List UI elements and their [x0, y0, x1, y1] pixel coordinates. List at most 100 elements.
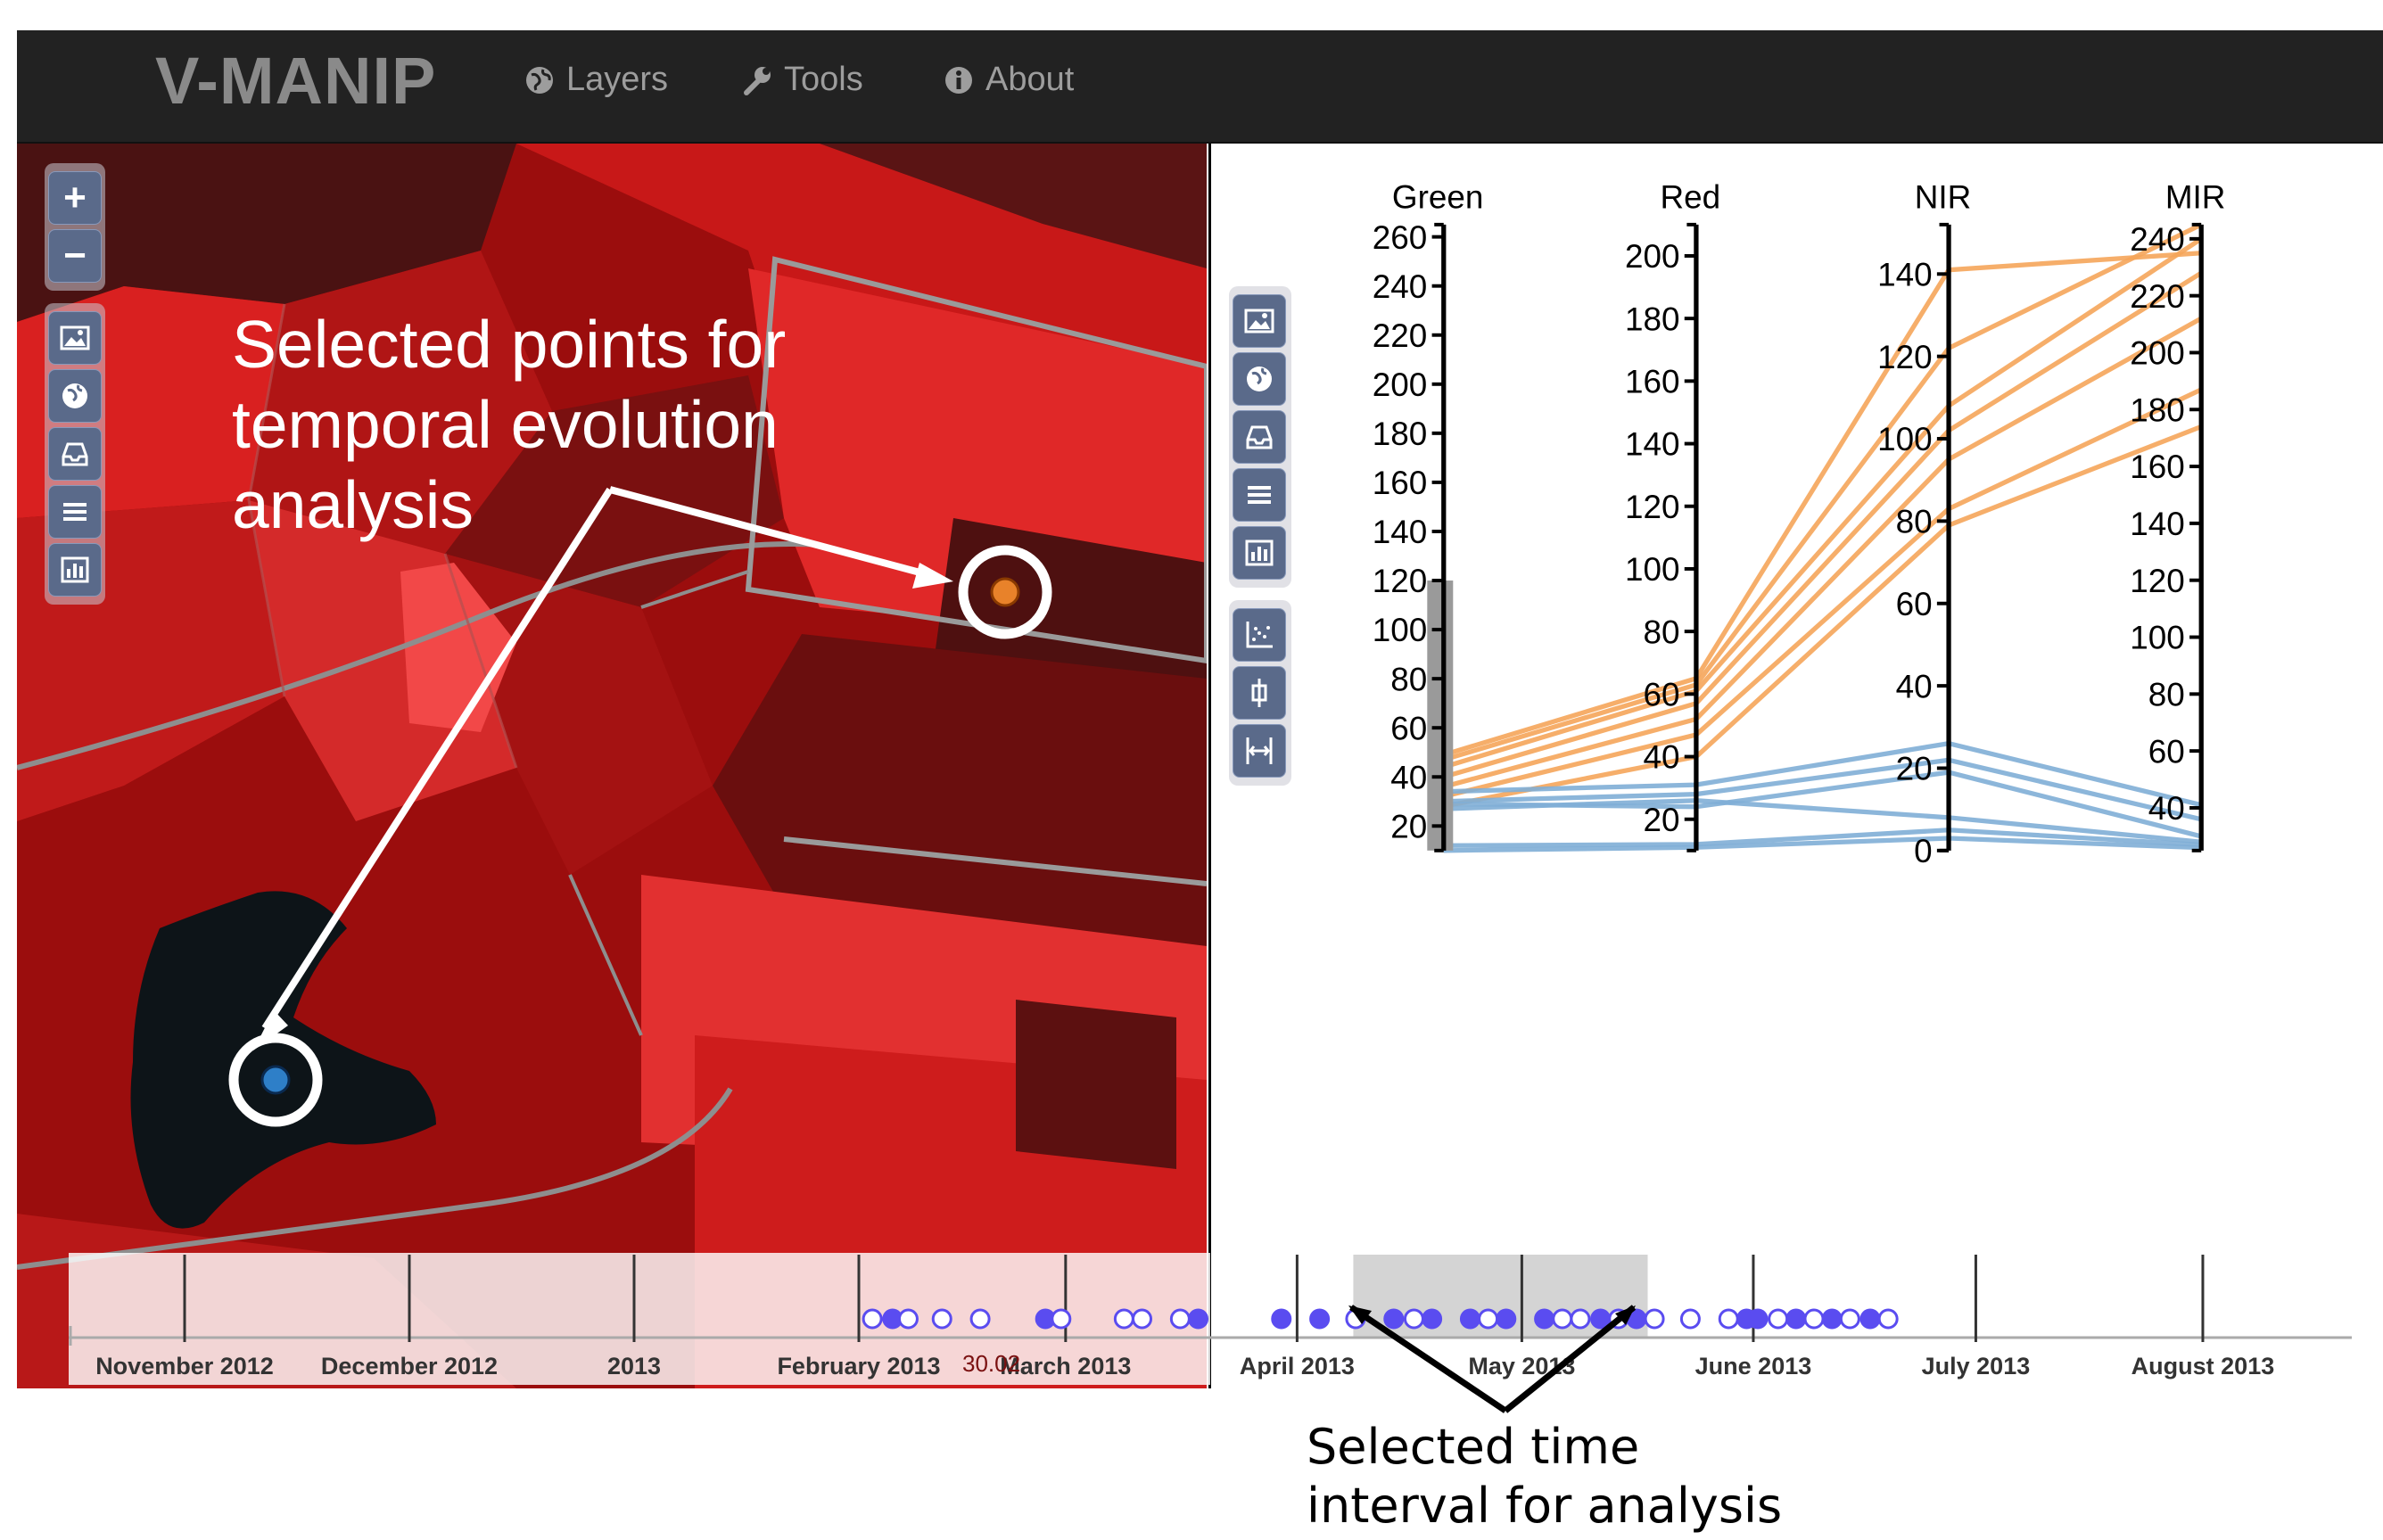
- tick-label: 140: [1877, 256, 1933, 292]
- pc-line-orange-6: [1443, 424, 2203, 809]
- axis-title-nir[interactable]: NIR: [1915, 178, 1971, 215]
- timeline-point[interactable]: [1747, 1308, 1769, 1330]
- tick-label: 240: [2130, 221, 2185, 258]
- timeline-point[interactable]: [1768, 1308, 1789, 1330]
- axis-resize-button[interactable]: [1233, 724, 1286, 778]
- pc-line-blue-12: [1443, 836, 2202, 853]
- timeline-point[interactable]: [1785, 1308, 1807, 1330]
- tick-label: 200: [2130, 335, 2185, 372]
- chart-layer-button[interactable]: [48, 543, 102, 597]
- chart-image-button[interactable]: [1233, 294, 1286, 348]
- tick-label: 240: [1373, 268, 1428, 305]
- chart-mode-group: [1229, 600, 1291, 786]
- timeline-point[interactable]: [1626, 1308, 1647, 1330]
- brush-mode-button[interactable]: [1233, 666, 1286, 720]
- timeline-point[interactable]: [1644, 1308, 1665, 1330]
- timeline[interactable]: November 2012 December 2012 2013 February 2…: [69, 1221, 2383, 1388]
- nav-about[interactable]: About: [943, 61, 1074, 99]
- timeline-point[interactable]: [897, 1308, 919, 1330]
- timeline-point[interactable]: [1478, 1308, 1499, 1330]
- list-icon: [63, 503, 87, 521]
- chart-list-button[interactable]: [1233, 468, 1286, 522]
- timeline-point[interactable]: [1383, 1308, 1405, 1330]
- timeline-point[interactable]: [1552, 1308, 1573, 1330]
- timeline-point[interactable]: [1132, 1308, 1153, 1330]
- satellite-map[interactable]: Selected points for temporal evolution a…: [17, 144, 1207, 1388]
- tick-label: 140: [1373, 514, 1428, 550]
- globe-layer-button[interactable]: [48, 369, 102, 423]
- timeline-point[interactable]: [1590, 1308, 1612, 1330]
- tick-label: 200: [1373, 366, 1428, 403]
- app-brand[interactable]: V-MANIP: [155, 44, 437, 118]
- timeline-point[interactable]: [1113, 1308, 1134, 1330]
- pc-line-orange-2: [1443, 236, 2203, 770]
- tick-label: 20: [1896, 751, 1933, 787]
- pc-line-orange-5: [1443, 387, 2203, 799]
- scatter-mode-button[interactable]: [1233, 608, 1286, 662]
- nav-layers-label: Layers: [566, 61, 669, 98]
- timeline-point[interactable]: [1271, 1308, 1292, 1330]
- nav-tools[interactable]: Tools: [741, 61, 863, 99]
- timeline-point[interactable]: [1309, 1308, 1331, 1330]
- image-layer-button[interactable]: [48, 311, 102, 365]
- info-icon: [945, 66, 972, 94]
- timeline-point[interactable]: [1345, 1308, 1366, 1330]
- selected-point-blue-ring: [228, 1033, 323, 1127]
- chart-bars-button[interactable]: [1233, 526, 1286, 580]
- annotation-selected-points: Selected points for temporal evolution a…: [232, 307, 787, 542]
- tick-label: 120: [2130, 563, 2185, 599]
- parallel-coordinates-chart[interactable]: Green20406080100120140160180200220240260…: [1211, 144, 2383, 1388]
- timeline-point[interactable]: [1403, 1308, 1424, 1330]
- timeline-point[interactable]: [969, 1308, 991, 1330]
- axis-title-red[interactable]: Red: [1661, 178, 1721, 215]
- timeline-point[interactable]: [1608, 1308, 1629, 1330]
- pc-line-blue-8: [1443, 757, 2202, 822]
- timeline-point[interactable]: [1718, 1308, 1739, 1330]
- app-window: V-MANIP Layers Tools About: [17, 30, 2383, 1388]
- pc-line-orange-4: [1443, 316, 2203, 789]
- axis-title-mir[interactable]: MIR: [2165, 178, 2226, 215]
- timeline-point[interactable]: [1051, 1308, 1072, 1330]
- tick-label: 20: [1643, 802, 1679, 838]
- tick-label: 100: [1877, 421, 1933, 457]
- timeline-point[interactable]: [1803, 1308, 1825, 1330]
- green-axis-brush[interactable]: [1427, 581, 1454, 851]
- chart-globe-button[interactable]: [1233, 352, 1286, 406]
- timeline-point[interactable]: [1188, 1308, 1209, 1330]
- timeline-point[interactable]: [1877, 1308, 1899, 1330]
- tick-label: 140: [1625, 426, 1680, 463]
- timeline-point[interactable]: [1459, 1308, 1480, 1330]
- tick-label: 40: [1390, 759, 1427, 795]
- zoom-out-button[interactable]: −: [48, 229, 102, 283]
- timeline-point[interactable]: [1859, 1308, 1881, 1330]
- inbox-layer-button[interactable]: [48, 427, 102, 481]
- tick-label: 80: [1643, 614, 1679, 650]
- timeline-point[interactable]: [1496, 1308, 1517, 1330]
- timeline-point[interactable]: [931, 1308, 952, 1330]
- zoom-in-button[interactable]: +: [48, 171, 102, 225]
- chart-inbox-button[interactable]: [1233, 410, 1286, 464]
- image-icon: [60, 325, 90, 350]
- pc-line-orange-3: [1443, 270, 2203, 779]
- timeline-point[interactable]: [1422, 1308, 1443, 1330]
- timeline-point[interactable]: [1839, 1308, 1860, 1330]
- axis-title-green[interactable]: Green: [1392, 178, 1483, 215]
- nav-layers[interactable]: Layers: [524, 61, 668, 99]
- tick-label: 0: [1914, 833, 1933, 869]
- timeline-point[interactable]: [862, 1308, 883, 1330]
- timeline-point[interactable]: [1534, 1308, 1555, 1330]
- timeline-point[interactable]: [1821, 1308, 1843, 1330]
- pc-axes: Green20406080100120140160180200220240260…: [1373, 178, 2226, 869]
- globe-icon: [1247, 366, 1272, 391]
- tick-label: 100: [1373, 612, 1428, 648]
- nav-tools-label: Tools: [784, 61, 863, 98]
- timeline-point[interactable]: [1679, 1308, 1701, 1330]
- tick-label: 140: [2130, 506, 2185, 542]
- timeline-point[interactable]: [1169, 1308, 1191, 1330]
- list-layer-button[interactable]: [48, 485, 102, 539]
- timeline-month-label: April 2013: [1240, 1353, 1355, 1379]
- timeline-chart[interactable]: November 2012 December 2012 2013 February 2…: [69, 1221, 2383, 1388]
- timeline-point[interactable]: [1570, 1308, 1591, 1330]
- inbox-icon: [62, 442, 88, 466]
- navbar: V-MANIP Layers Tools About: [17, 30, 2383, 144]
